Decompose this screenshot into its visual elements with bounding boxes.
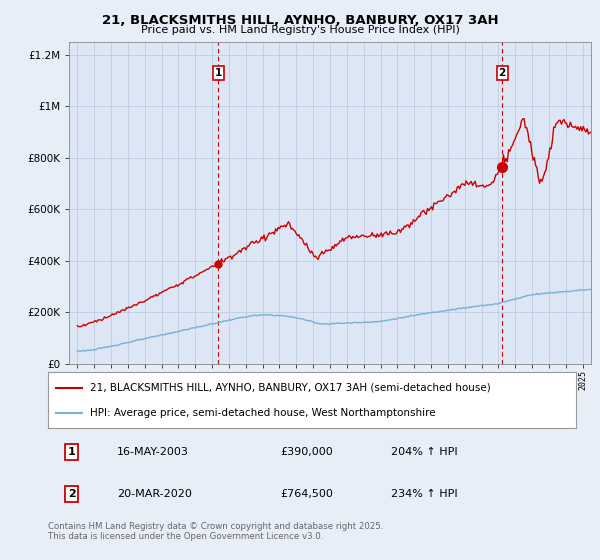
Text: 16-MAY-2003: 16-MAY-2003 [116, 447, 188, 457]
Text: £390,000: £390,000 [280, 447, 333, 457]
Text: HPI: Average price, semi-detached house, West Northamptonshire: HPI: Average price, semi-detached house,… [90, 408, 436, 418]
Text: 234% ↑ HPI: 234% ↑ HPI [391, 489, 458, 499]
Text: 21, BLACKSMITHS HILL, AYNHO, BANBURY, OX17 3AH: 21, BLACKSMITHS HILL, AYNHO, BANBURY, OX… [101, 14, 499, 27]
Text: 21, BLACKSMITHS HILL, AYNHO, BANBURY, OX17 3AH (semi-detached house): 21, BLACKSMITHS HILL, AYNHO, BANBURY, OX… [90, 382, 491, 393]
Text: Price paid vs. HM Land Registry's House Price Index (HPI): Price paid vs. HM Land Registry's House … [140, 25, 460, 35]
Text: 20-MAR-2020: 20-MAR-2020 [116, 489, 191, 499]
Text: 1: 1 [215, 68, 222, 78]
Text: 1: 1 [68, 447, 76, 457]
Text: £764,500: £764,500 [280, 489, 333, 499]
Text: Contains HM Land Registry data © Crown copyright and database right 2025.
This d: Contains HM Land Registry data © Crown c… [48, 522, 383, 542]
Text: 204% ↑ HPI: 204% ↑ HPI [391, 447, 458, 457]
Text: 2: 2 [499, 68, 506, 78]
Text: 2: 2 [68, 489, 76, 499]
